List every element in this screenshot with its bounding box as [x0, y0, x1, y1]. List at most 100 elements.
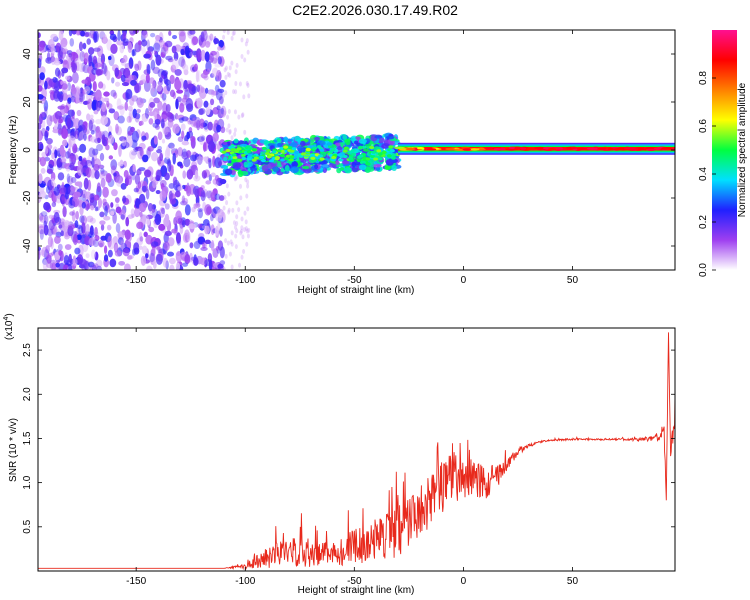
spectrogram-cell	[94, 137, 102, 144]
spectrogram-cell	[68, 52, 72, 58]
spectrogram-cell	[136, 97, 144, 109]
spectrogram-cell	[82, 129, 90, 135]
spectrogram-cell	[60, 158, 67, 163]
spectrogram-cell	[283, 136, 289, 143]
spectrogram-cell	[69, 155, 76, 162]
spectrogram-cell	[170, 145, 175, 154]
spectrogram-cell	[105, 173, 112, 183]
spectrogram-cell	[222, 205, 226, 211]
spectrogram-cell	[51, 262, 56, 270]
spectrogram-cell	[214, 84, 220, 93]
spectrogram-cell	[65, 166, 71, 172]
y-tick-label: 2.0	[22, 387, 33, 401]
spectrogram-cell	[148, 226, 155, 233]
spectrogram-cell	[287, 146, 293, 150]
spectrogram-cell	[348, 156, 354, 161]
spectrogram-cell	[65, 75, 71, 81]
spectrogram-cell	[100, 167, 105, 175]
spectrogram-cell	[96, 182, 101, 193]
spectrogram-cell	[234, 149, 240, 154]
spectrogram-cell	[81, 79, 88, 84]
spectrogram-cell	[84, 85, 91, 95]
spectrogram-cell	[76, 109, 82, 117]
spectrogram-cell	[95, 101, 101, 112]
spectrogram-cell	[96, 265, 102, 270]
spectrogram-cell	[169, 74, 175, 85]
spectrogram-cell	[223, 165, 228, 170]
spectrogram-cell	[132, 108, 137, 119]
spectrogram-cell	[138, 231, 143, 243]
spectrogram-cell	[131, 150, 138, 156]
spectrogram-cell	[147, 46, 154, 52]
snr-x-label: Height of straight line (km)	[298, 585, 415, 596]
spectrogram-cell	[214, 193, 221, 201]
spectrogram-cell	[160, 51, 166, 58]
spectrogram-cell	[78, 62, 86, 73]
spectrogram-cell	[160, 118, 165, 129]
spectrogram-cell	[60, 184, 66, 194]
spectrogram-cell	[89, 217, 96, 224]
spectrogram-cell	[107, 249, 113, 258]
spectrogram-cell	[234, 81, 238, 87]
spectrogram-cell	[38, 113, 43, 125]
spectrogram-cell	[39, 72, 45, 81]
spectrogram-cell	[113, 111, 120, 121]
spectrogram-cell	[212, 178, 218, 185]
spectrogram-cell	[195, 202, 201, 208]
spectrogram-cell	[103, 254, 109, 262]
spectrogram-cell	[115, 206, 122, 214]
spectrogram-cell	[79, 215, 85, 224]
spectrogram-cell	[228, 129, 232, 135]
spectrogram-cell	[202, 30, 208, 42]
spectrogram-cell	[206, 206, 212, 215]
spectrogram-cell	[131, 95, 139, 102]
spectrogram-cell	[376, 149, 382, 153]
spectrogram-cell	[46, 144, 53, 150]
spectrogram-cell	[240, 228, 244, 234]
spectrogram-cell	[129, 149, 137, 160]
spectrogram-cell	[120, 182, 127, 190]
spectrogram-cell	[149, 252, 155, 263]
spectrogram-cell	[342, 149, 348, 153]
spectrogram-cell	[38, 85, 43, 92]
spectrogram-cell	[197, 209, 204, 219]
spectrogram-cell	[231, 31, 235, 37]
spectrogram-cell	[213, 37, 220, 45]
spectrogram-cell	[221, 150, 227, 154]
spectrogram-cell	[90, 129, 95, 135]
page-title: C2E2.2026.030.17.49.R02	[292, 2, 458, 18]
snr-x-ticks: -150 -100 -50 0 50	[126, 328, 578, 587]
spectrogram-cell	[201, 135, 206, 141]
spectrogram-cell	[110, 202, 114, 208]
spectrogram-cell	[162, 126, 169, 136]
spectrogram-cell	[118, 145, 122, 158]
spectrogram-cell	[202, 30, 207, 36]
spectrogram-cell	[210, 224, 215, 236]
spectrogram-cell	[240, 37, 244, 43]
spectrogram-cell	[147, 202, 153, 212]
spectrogram-cell	[141, 245, 148, 255]
spectrogram-cell	[350, 137, 357, 142]
spectrogram-cell	[51, 152, 55, 160]
spectrogram-cell	[139, 120, 144, 126]
spectrogram-cell	[142, 214, 150, 225]
spectrogram-cell	[88, 47, 95, 55]
spectrogram-cell	[78, 131, 83, 141]
spectrogram-cell	[121, 81, 129, 87]
spectrogram-cell	[48, 190, 53, 199]
spectrogram-cell	[191, 85, 198, 94]
spectrogram-cell	[293, 150, 299, 154]
spectrogram-cell	[78, 225, 84, 235]
spectrogram-cell	[61, 83, 68, 90]
spectrogram-cell	[196, 97, 203, 109]
spectrogram-cell	[219, 227, 223, 237]
spectrogram-cell	[230, 135, 234, 141]
spectrogram-cell	[143, 53, 151, 59]
spectrogram-cell	[170, 64, 177, 73]
snr-series-line	[38, 332, 675, 571]
spectrogram-cell	[79, 50, 85, 62]
spectrogram-cell	[223, 67, 227, 73]
spectrogram-cell	[99, 220, 106, 226]
spectrogram-cell	[181, 140, 190, 146]
spectrogram-cell	[115, 176, 123, 187]
